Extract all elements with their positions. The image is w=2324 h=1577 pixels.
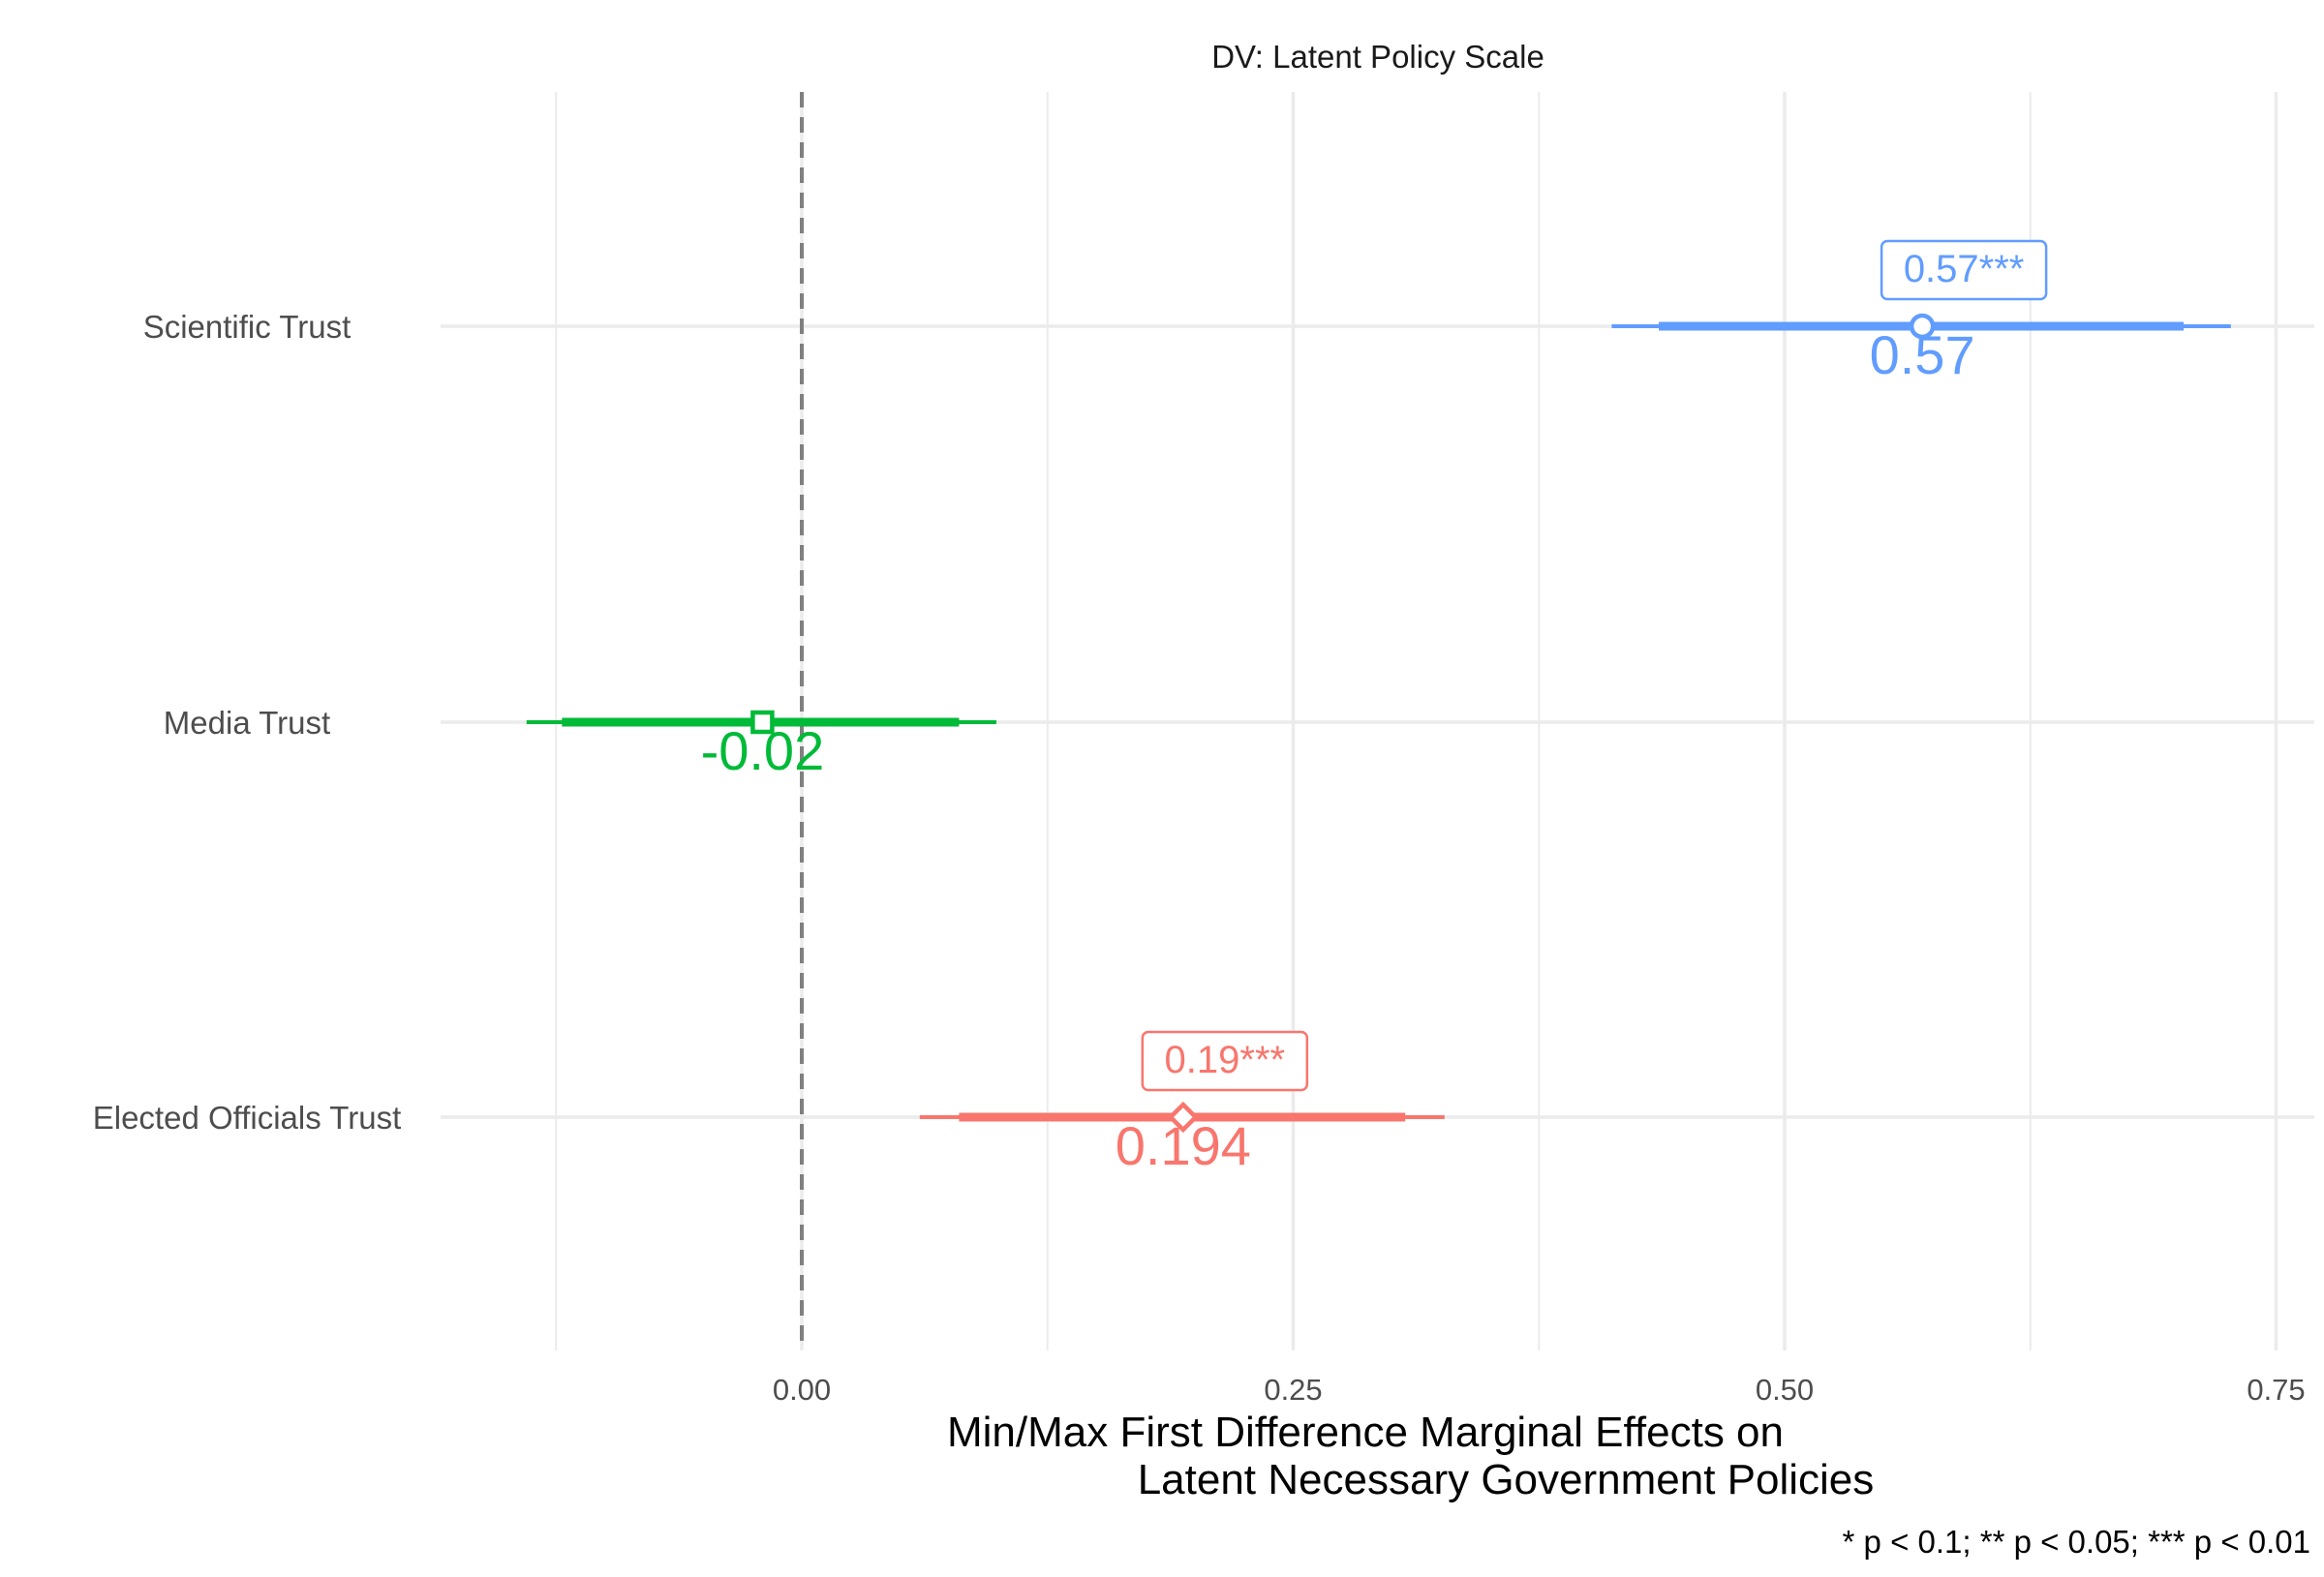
category-label: Media Trust <box>164 705 330 741</box>
significance-box-border <box>1880 239 2048 301</box>
significance-label: 0.19*** <box>1165 1039 1286 1081</box>
chart-title: DV: Latent Policy Scale <box>1211 39 1544 75</box>
significance-caption: * p < 0.1; ** p < 0.05; *** p < 0.01 <box>1843 1524 2310 1560</box>
data-layer <box>526 313 2231 1134</box>
category-label: Elected Officials Trust <box>93 1100 402 1136</box>
point-value-label: 0.194 <box>1116 1115 1251 1176</box>
point-value-label: -0.02 <box>701 720 825 781</box>
x-tick-label: 0.25 <box>1264 1373 1322 1407</box>
significance-label-box: 0.57*** <box>1880 239 2048 301</box>
x-tick-label: 0.00 <box>773 1373 831 1407</box>
point-marker-diamond <box>1167 1101 1200 1134</box>
point-value-label: 0.57 <box>1870 324 1975 385</box>
label-layer: 0.00 0.25 0.50 0.75 Scientific Trust Media Tr… <box>93 239 2306 1407</box>
category-label: Scientific Trust <box>143 309 352 345</box>
x-tick-label: 0.75 <box>2247 1373 2305 1407</box>
significance-box-border <box>1141 1030 1309 1092</box>
x-axis-title-line1: Min/Max First Difference Marginal Effect… <box>947 1409 1784 1456</box>
x-tick-label: 0.50 <box>1756 1373 1814 1407</box>
x-axis-title-line2: Latent Necessary Government Policies <box>1138 1456 1875 1503</box>
significance-label: 0.57*** <box>1904 248 2025 290</box>
significance-label-box: 0.19*** <box>1141 1030 1309 1092</box>
point-marker-circle <box>1909 313 1936 340</box>
point-marker-square <box>750 710 775 735</box>
